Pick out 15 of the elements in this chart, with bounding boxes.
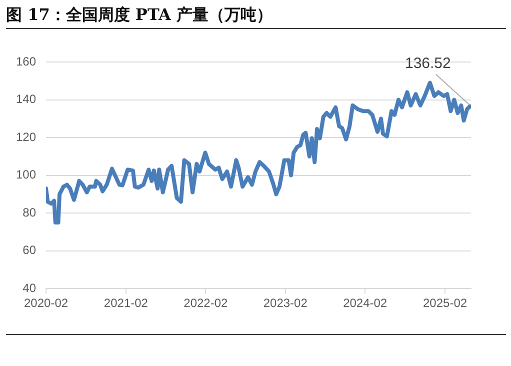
chart-title: 图 17：全国周度 PTA 产量（万吨） [6,2,506,29]
y-tick-label: 60 [22,243,36,258]
y-tick-label: 100 [16,168,36,182]
y-tick-label: 80 [22,205,36,220]
x-tick-label: 2025-02 [422,296,468,310]
y-tick-label: 40 [22,280,36,295]
x-tick-label: 2023-02 [263,296,308,310]
annotation: 136.52 [404,54,451,72]
x-tick-label: 2021-02 [104,296,148,310]
y-tick-label: 120 [16,130,36,144]
y-tick-label: 160 [16,54,36,68]
x-tick-label: 2024-02 [343,296,388,310]
x-tick-label: 2022-02 [184,296,228,310]
x-tick-label: 2020-02 [24,296,68,310]
y-tick-label: 140 [16,92,36,106]
